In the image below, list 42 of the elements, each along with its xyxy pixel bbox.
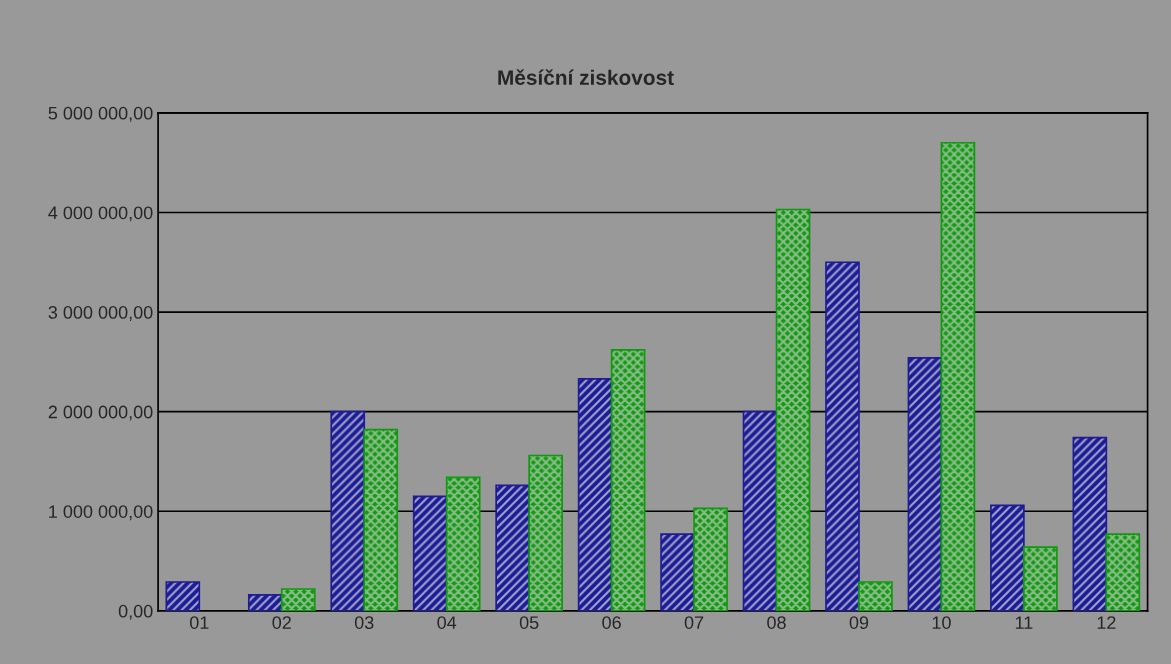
y-tick-label: 5 000 000,00: [48, 106, 153, 122]
bar: [1072, 436, 1108, 611]
bar: [412, 495, 448, 611]
bar: [363, 428, 399, 611]
bar: [330, 410, 366, 611]
x-tick-label: 08: [767, 616, 786, 629]
y-tick-label: 4 000 000,00: [48, 206, 153, 222]
chart-title: Měsíční ziskovost: [498, 69, 674, 86]
y-tick-label: 2 000 000,00: [48, 405, 153, 421]
bar: [775, 208, 811, 611]
bar: [445, 476, 481, 611]
x-tick-label: 07: [684, 616, 704, 629]
bar: [858, 581, 893, 611]
x-tick-label: 06: [602, 616, 621, 629]
bar: [280, 588, 316, 611]
bar: [577, 377, 613, 611]
y-tick-label: 0,00: [118, 604, 153, 620]
bar: [165, 581, 201, 611]
x-tick-label: 04: [437, 616, 457, 629]
bar: [610, 349, 646, 611]
x-tick-label: 12: [1097, 616, 1116, 629]
bar: [495, 484, 530, 611]
x-tick-label: 10: [932, 616, 951, 629]
bar: [825, 261, 860, 611]
bar: [742, 410, 778, 611]
x-tick-label: 02: [272, 616, 291, 629]
bar: [1105, 533, 1141, 611]
x-tick-label: 01: [189, 616, 209, 629]
bar: [528, 454, 563, 611]
bar: [907, 357, 943, 611]
bar: [1023, 546, 1058, 611]
x-tick-label: 03: [354, 616, 374, 629]
x-tick-label: 11: [1015, 616, 1033, 629]
bar: [660, 533, 695, 611]
x-tick-label: 09: [849, 616, 869, 629]
bar: [940, 141, 976, 611]
bar: [990, 504, 1025, 611]
y-tick-label: 1 000 000,00: [49, 505, 153, 521]
bar: [247, 594, 283, 611]
bar: [693, 507, 728, 611]
x-tick-label: 05: [519, 616, 539, 629]
y-tick-label: 3 000 000,00: [48, 306, 153, 321]
